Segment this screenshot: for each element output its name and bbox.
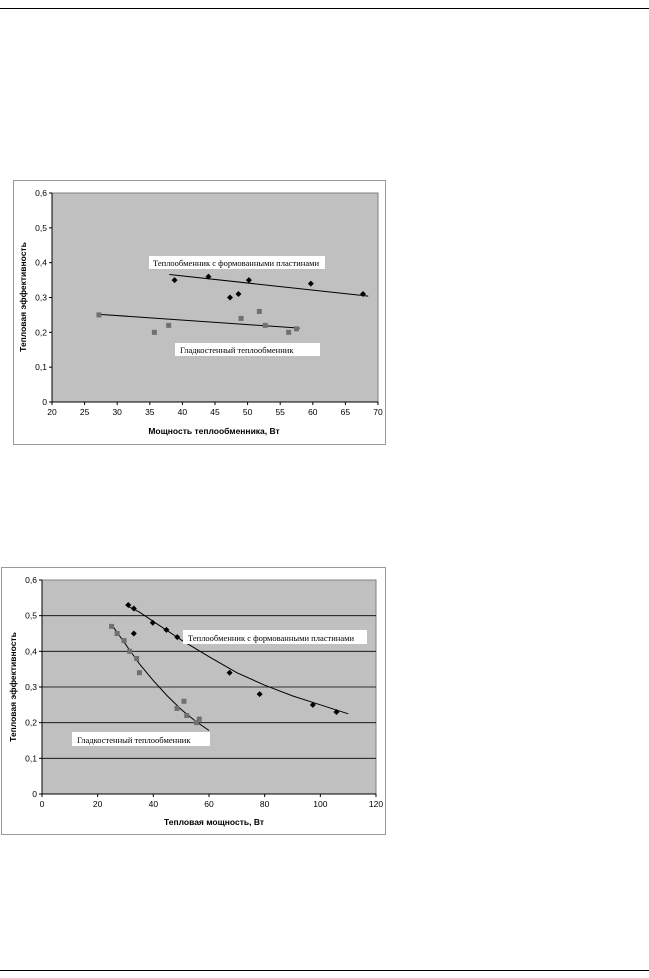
- data-point-diamond: [333, 708, 340, 715]
- annotation-box: [175, 343, 320, 356]
- chart-thermal-power-efficiency: 0 0,1 0,2 0,3 0,4 0,5 0,6 0 20 40 60 80 100 120 Теплов…: [1, 567, 386, 835]
- x-tick-label: 0: [40, 799, 45, 809]
- data-point-square: [184, 713, 190, 719]
- data-point-square: [121, 638, 127, 644]
- x-tick-label: 45: [210, 407, 220, 417]
- y-tick-label: 0,3: [25, 682, 37, 692]
- annotation-label: Теплообменник с формованными пластинами: [153, 258, 319, 268]
- x-tick-label: 30: [112, 407, 122, 417]
- x-axis-title: Тепловая мощность, Вт: [164, 817, 264, 827]
- data-point-square: [114, 631, 120, 636]
- data-point-square: [109, 623, 115, 629]
- x-tick-label: 20: [47, 407, 57, 417]
- y-tick-label: 0,6: [35, 188, 47, 198]
- chart-power-efficiency: 0 0,1 0,2 0,3 0,4 0,5 0,6 20 25 30 35 40 45 50 55 60 65 7…: [13, 180, 386, 445]
- data-point-square: [256, 308, 262, 314]
- page-bottom-rule: [0, 970, 649, 971]
- y-tick-label: 0,1: [25, 753, 37, 763]
- y-tick-label: 0,4: [35, 258, 47, 268]
- data-point-diamond: [205, 273, 212, 280]
- x-tick-label: 120: [369, 799, 383, 809]
- x-tick-label: 25: [80, 407, 90, 417]
- y-tick-label: 0: [42, 397, 47, 407]
- annotation-box: [149, 256, 325, 269]
- x-tick-label: 60: [308, 407, 318, 417]
- data-point-diamond: [130, 605, 137, 612]
- annotation-box: [183, 630, 367, 644]
- data-point-square: [127, 648, 133, 654]
- data-point-diamond: [226, 669, 233, 676]
- plot-area: [51, 192, 379, 403]
- trend-line-series-0: [169, 274, 369, 297]
- x-tick-label: 100: [313, 799, 327, 809]
- y-tick-label: 0,1: [35, 362, 47, 372]
- annotation-label: Гладкостенный теплообменник: [77, 735, 191, 745]
- data-point-square: [181, 698, 187, 704]
- data-point-square: [294, 326, 299, 332]
- x-tick-label: 55: [275, 407, 285, 417]
- y-tick-label: 0,5: [25, 611, 37, 621]
- data-point-diamond: [174, 634, 181, 641]
- chart-0-svg: 0 0,1 0,2 0,3 0,4 0,5 0,6 20 25 30 35 40 45 50 55 60 65 7…: [18, 188, 383, 436]
- annotation-box: [72, 732, 210, 746]
- annotation-label: Теплообменник с формованными пластинами: [188, 633, 354, 643]
- page-top-rule: [0, 8, 649, 9]
- data-point-square: [134, 655, 140, 661]
- x-tick-label: 50: [243, 407, 253, 417]
- x-tick-label: 40: [149, 799, 159, 809]
- x-tick-label: 80: [260, 799, 270, 809]
- data-point-square: [174, 705, 180, 711]
- data-point-diamond: [307, 280, 314, 287]
- data-point-square: [96, 312, 102, 318]
- trend-curve-series-0: [125, 604, 349, 715]
- y-tick-label: 0,4: [25, 646, 37, 656]
- data-point-diamond: [171, 277, 178, 284]
- data-point-diamond: [130, 630, 137, 637]
- data-point-diamond: [149, 619, 156, 626]
- chart-1-svg: 0 0,1 0,2 0,3 0,4 0,5 0,6 0 20 40 60 80 100 120 Теплов…: [8, 575, 383, 827]
- x-tick-label: 65: [341, 407, 351, 417]
- annotation-label: Гладкостенный теплообменник: [180, 345, 294, 355]
- data-point-diamond: [125, 601, 132, 608]
- data-point-diamond: [256, 691, 263, 698]
- data-point-square: [238, 315, 244, 321]
- y-tick-label: 0,2: [35, 327, 47, 337]
- data-point-diamond: [360, 291, 367, 298]
- data-point-square: [151, 329, 157, 335]
- x-tick-label: 35: [145, 407, 155, 417]
- data-point-diamond: [235, 291, 242, 298]
- x-tick-label: 40: [178, 407, 188, 417]
- data-point-diamond: [245, 277, 252, 284]
- data-point-diamond: [226, 294, 233, 301]
- data-point-diamond: [163, 626, 170, 633]
- x-tick-label: 20: [93, 799, 103, 809]
- y-axis-title: Тепловая эффективность: [8, 632, 18, 742]
- y-axis-title: Тепловая эффективность: [18, 242, 28, 352]
- x-tick-label: 60: [204, 799, 214, 809]
- data-point-diamond: [309, 701, 316, 708]
- data-point-square: [196, 716, 202, 722]
- y-tick-label: 0,3: [35, 293, 47, 303]
- data-point-square: [262, 322, 268, 328]
- data-point-square: [286, 329, 292, 335]
- x-tick-label: 70: [373, 407, 383, 417]
- y-tick-label: 0: [32, 789, 37, 799]
- data-point-square: [193, 720, 199, 726]
- x-axis-title: Мощность теплообменника, Вт: [148, 426, 279, 436]
- y-tick-label: 0,6: [25, 575, 37, 585]
- data-point-square: [166, 322, 172, 328]
- trend-curve-series-1: [111, 624, 210, 731]
- y-tick-label: 0,2: [25, 718, 37, 728]
- data-point-square: [136, 670, 142, 676]
- y-tick-label: 0,5: [35, 223, 47, 233]
